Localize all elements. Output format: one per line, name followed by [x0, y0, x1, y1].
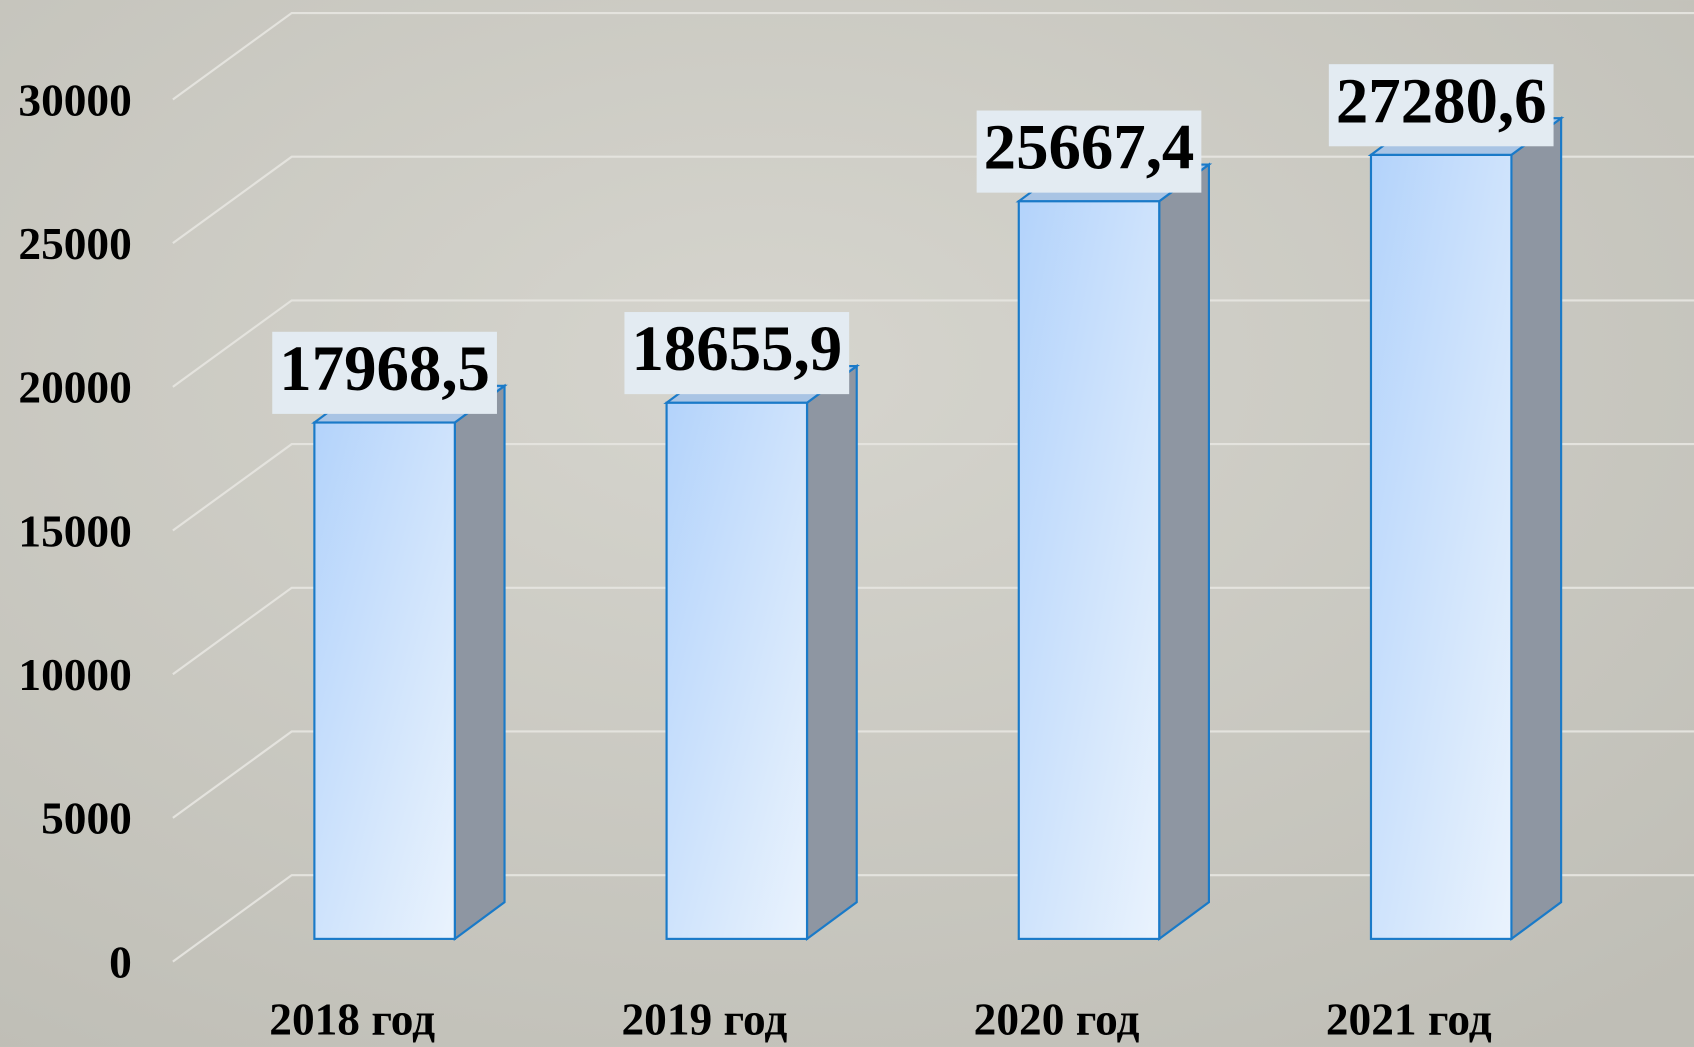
chart: 0 5000 10000 15000 20000 25000 30000 17968,5 201… — [0, 0, 1694, 1047]
bar-side — [455, 386, 505, 939]
bar — [1371, 118, 1561, 939]
x-tick-label: 2019 год — [621, 995, 787, 1045]
bar-side — [1511, 118, 1561, 939]
y-tick-label: 30000 — [18, 75, 131, 125]
bar-side — [807, 366, 857, 939]
page: 0 5000 10000 15000 20000 25000 30000 17968,5 201… — [0, 0, 1694, 1047]
bar — [667, 366, 857, 939]
value-label: 17968,5 — [279, 333, 490, 405]
bar-front — [667, 403, 807, 939]
bar-front — [1371, 155, 1511, 939]
x-tick-label: 2020 год — [974, 995, 1140, 1045]
y-tick-label: 25000 — [18, 219, 131, 269]
bar — [314, 386, 504, 939]
y-tick-label: 20000 — [18, 363, 131, 413]
x-tick-label: 2021 год — [1326, 995, 1492, 1045]
bar — [1019, 165, 1209, 939]
y-tick-label: 10000 — [18, 650, 131, 700]
bar-front — [1019, 201, 1159, 939]
bar-side — [1159, 165, 1209, 939]
y-tick-label: 5000 — [41, 794, 132, 844]
x-tick-label: 2018 год — [269, 995, 435, 1045]
value-label: 18655,9 — [631, 313, 842, 385]
y-tick-label: 15000 — [18, 506, 131, 556]
value-label: 27280,6 — [1336, 65, 1547, 137]
y-tick-label: 0 — [109, 937, 132, 987]
bar-front — [314, 423, 454, 939]
value-label: 25667,4 — [984, 112, 1195, 184]
